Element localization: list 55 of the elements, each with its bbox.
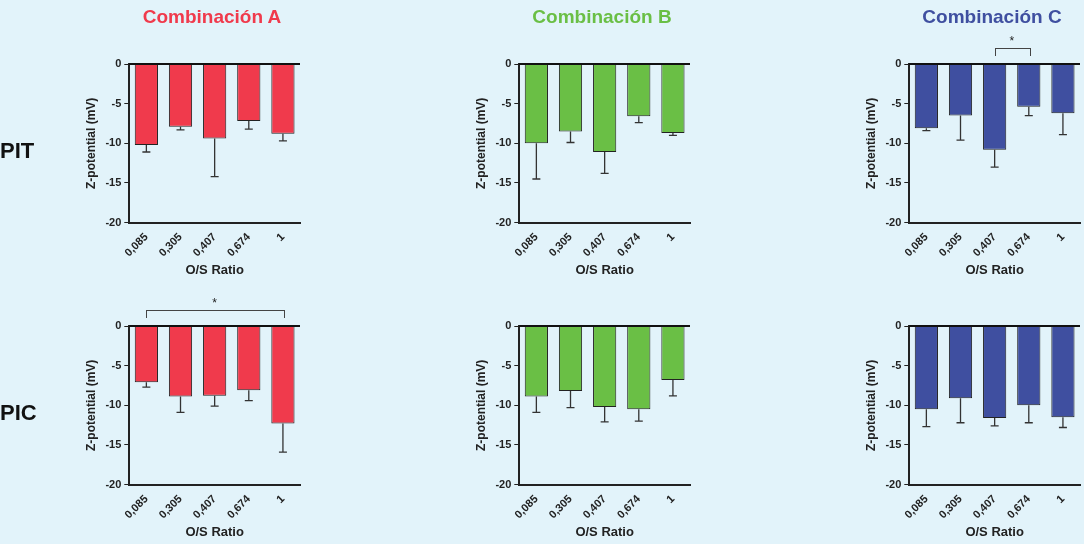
y-tick-label: -10	[495, 398, 512, 411]
x-tick-label: 1	[663, 492, 677, 506]
y-axis-title: Z-potential (mV)	[83, 359, 98, 451]
text: PIC	[0, 400, 38, 426]
y-axis-title: Z-potential (mV)	[473, 97, 488, 189]
x-tick-label: 1	[273, 492, 287, 506]
y-tick-label: -15	[885, 437, 902, 450]
y-tick-label: 0	[505, 319, 512, 332]
y-tick-label: 0	[115, 319, 122, 332]
y-tick-label: 0	[895, 319, 902, 332]
chart-title: Combinación A	[141, 6, 283, 28]
x-axis-title: O/S Ratio	[575, 261, 634, 277]
y-tick-label: -20	[885, 477, 902, 490]
y-tick-label: -20	[105, 215, 122, 228]
y-tick-label: -15	[885, 175, 902, 188]
y-tick-label: 0	[505, 57, 512, 70]
x-axis-title: O/S Ratio	[575, 523, 634, 539]
y-tick-label: -10	[885, 398, 902, 411]
y-tick-label: -10	[495, 136, 512, 149]
x-tick-label: 1	[273, 230, 287, 244]
y-axis-title: Z-potential (mV)	[863, 359, 878, 451]
y-tick-label: -20	[495, 477, 512, 490]
x-tick-label: 1	[1053, 492, 1067, 506]
y-tick-label: -5	[501, 96, 512, 109]
y-tick-label: -5	[111, 96, 122, 109]
y-axis-title: Z-potential (mV)	[473, 359, 488, 451]
y-axis-title: Z-potential (mV)	[863, 97, 878, 189]
x-tick-label: 1	[1053, 230, 1067, 244]
y-tick-label: -15	[105, 175, 122, 188]
chart-title: Combinación B	[531, 6, 673, 28]
y-tick-label: -15	[105, 437, 122, 450]
y-tick-label: -5	[501, 358, 512, 371]
y-tick-label: -15	[495, 437, 512, 450]
x-axis-title: O/S Ratio	[965, 523, 1024, 539]
chart-title: Combinación C	[921, 6, 1063, 28]
y-tick-label: -10	[885, 136, 902, 149]
text: *	[1009, 34, 1015, 48]
y-tick-label: -5	[891, 96, 902, 109]
y-tick-label: -15	[495, 175, 512, 188]
y-tick-label: 0	[115, 57, 122, 70]
y-tick-label: -20	[495, 215, 512, 228]
x-tick-label: 1	[663, 230, 677, 244]
y-axis-title: Z-potential (mV)	[83, 97, 98, 189]
x-axis-title: O/S Ratio	[185, 523, 244, 539]
y-tick-label: -10	[105, 136, 122, 149]
y-tick-label: 0	[895, 57, 902, 70]
y-tick-label: -5	[891, 358, 902, 371]
y-tick-label: -20	[105, 477, 122, 490]
x-axis-title: O/S Ratio	[185, 261, 244, 277]
y-tick-label: -5	[111, 358, 122, 371]
text: PIT	[0, 138, 36, 164]
y-tick-label: -20	[885, 215, 902, 228]
y-tick-label: -10	[105, 398, 122, 411]
text: *	[212, 296, 217, 310]
x-axis-title: O/S Ratio	[965, 261, 1024, 277]
